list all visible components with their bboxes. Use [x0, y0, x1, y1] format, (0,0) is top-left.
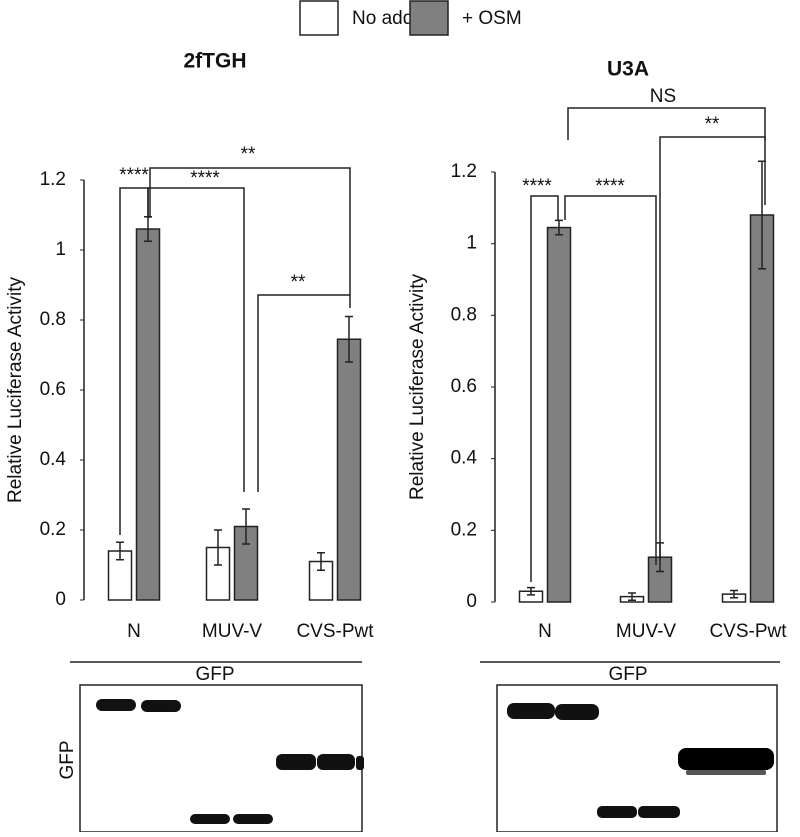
y-tick-label: 0.6: [40, 379, 66, 400]
x-tick-label: N: [127, 621, 141, 642]
blot-image: [79, 684, 364, 833]
bar: [135, 228, 161, 601]
blot-header: GFP: [608, 664, 647, 685]
significance-label: **: [291, 272, 306, 293]
y-axis-label: Relative Luciferase Activity: [5, 277, 26, 503]
significance-label: NS: [650, 86, 676, 107]
x-tick-label: CVS-Pwt: [709, 621, 787, 642]
error-bar: [628, 592, 636, 601]
error-bar: [730, 589, 738, 599]
legend-swatch: [299, 0, 339, 36]
y-tick-label: 0.4: [40, 449, 67, 470]
x-tick-label: MUV-V: [202, 621, 263, 642]
significance-bracket: [567, 107, 766, 140]
bar: [749, 214, 775, 603]
error-bar: [555, 219, 563, 236]
significance-label: ****: [522, 176, 552, 197]
significance-bracket: [257, 294, 351, 492]
error-bar: [116, 541, 124, 561]
y-tick-label: 0.8: [451, 304, 477, 325]
blot-side-label: GFP: [57, 740, 78, 779]
y-tick-label: 0.2: [40, 519, 66, 540]
blot-image: [496, 684, 778, 833]
legend-label: No add.: [352, 8, 419, 29]
chart-title: 2fTGH: [184, 50, 247, 73]
y-tick-label: 1: [55, 239, 66, 260]
error-bar: [527, 586, 535, 596]
bar: [336, 338, 362, 601]
error-bar: [317, 552, 325, 571]
y-tick-label: 0.8: [40, 309, 66, 330]
error-bar: [345, 315, 353, 363]
y-tick-label: 1: [466, 233, 477, 254]
y-tick-label: 0.4: [451, 448, 478, 469]
legend-label: + OSM: [462, 8, 522, 29]
x-tick-label: MUV-V: [616, 621, 677, 642]
significance-label: ****: [595, 176, 625, 197]
bar: [546, 226, 572, 603]
error-bar: [242, 508, 250, 545]
y-tick-label: 1.2: [451, 161, 477, 182]
significance-bracket: [530, 195, 559, 582]
significance-bracket: [149, 167, 351, 295]
significance-bracket: [659, 136, 766, 560]
significance-label: **: [705, 114, 720, 135]
y-axis-label: Relative Luciferase Activity: [407, 274, 428, 500]
significance-bracket: [147, 187, 245, 492]
significance-label: ****: [119, 165, 149, 186]
error-bar: [214, 529, 222, 566]
x-tick-label: CVS-Pwt: [296, 621, 374, 642]
blot-header: GFP: [195, 664, 234, 685]
significance-label: ****: [190, 168, 220, 189]
y-tick-label: 0.2: [451, 519, 477, 540]
significance-bracket: [564, 195, 657, 565]
x-tick-label: N: [538, 621, 552, 642]
y-tick-label: 1.2: [40, 169, 66, 190]
y-tick-label: 0: [466, 591, 477, 612]
legend-swatch: [409, 0, 449, 36]
chart-title: U3A: [607, 58, 649, 81]
significance-label: **: [241, 144, 256, 165]
y-tick-label: 0.6: [451, 376, 477, 397]
y-tick-label: 0: [55, 589, 66, 610]
